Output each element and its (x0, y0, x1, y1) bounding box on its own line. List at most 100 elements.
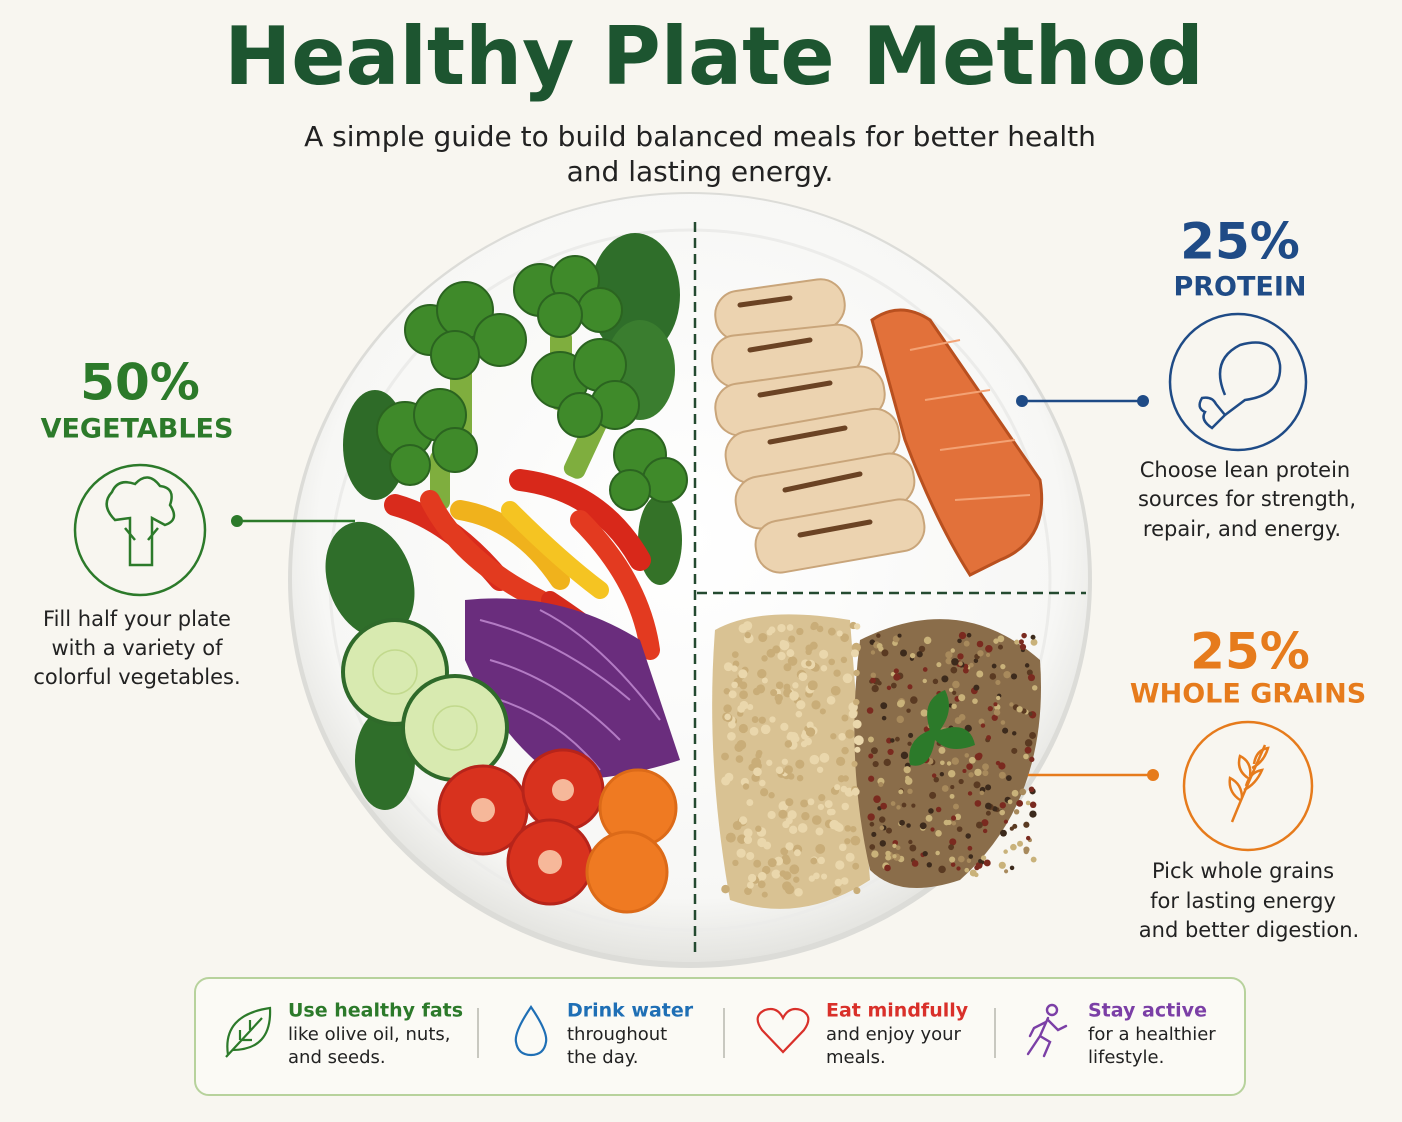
quinoa (987, 706, 993, 712)
grain (780, 722, 789, 731)
quinoa (975, 861, 983, 869)
quinoa (887, 748, 894, 756)
grain (767, 810, 776, 820)
grain (815, 827, 824, 836)
grain (805, 727, 816, 737)
grain (795, 759, 805, 769)
grain (840, 877, 849, 885)
quinoa (951, 703, 957, 710)
tip-title: Eat mindfully (826, 1000, 969, 1022)
quinoa (928, 808, 934, 814)
grain (837, 775, 845, 783)
quinoa (868, 753, 874, 759)
grain (721, 884, 730, 894)
quinoa (1017, 840, 1024, 847)
quinoa (952, 690, 957, 695)
quinoa (975, 821, 983, 829)
quinoa (871, 850, 879, 858)
quinoa (950, 785, 955, 790)
protein-callout: 25% PROTEIN Choose lean protein sources … (1016, 213, 1356, 541)
grain (841, 714, 849, 722)
grain (762, 865, 771, 875)
grain (836, 756, 846, 766)
quinoa (1029, 756, 1035, 762)
quinoa (938, 746, 946, 754)
quinoa (922, 850, 928, 857)
quinoa (973, 781, 981, 789)
grain (751, 716, 759, 723)
grain (783, 663, 792, 672)
grain (828, 658, 836, 666)
quinoa (1030, 856, 1037, 863)
quinoa (951, 757, 959, 765)
quinoa (989, 673, 997, 680)
quinoa (1026, 669, 1033, 676)
quinoa (925, 814, 933, 822)
quinoa (991, 714, 998, 721)
quinoa (1023, 821, 1030, 828)
quinoa (950, 648, 956, 653)
grain (816, 625, 824, 633)
quinoa (931, 773, 937, 778)
quinoa (998, 861, 1006, 869)
grain (746, 851, 755, 861)
grain (840, 633, 849, 643)
grains-food (712, 614, 1041, 909)
quinoa (899, 819, 905, 826)
grain (808, 875, 816, 882)
quinoa (947, 769, 956, 778)
grain (832, 886, 842, 896)
quinoa (951, 821, 957, 826)
grain (842, 673, 853, 684)
quinoa (1029, 732, 1037, 739)
title: Healthy Plate Method (224, 10, 1204, 103)
quinoa (982, 828, 988, 834)
grain (779, 639, 787, 647)
grain (830, 685, 841, 696)
grain (845, 852, 855, 862)
tip-text: like olive oil, nuts, (288, 1024, 450, 1045)
quinoa (981, 819, 989, 827)
quinoa (923, 636, 932, 645)
vegetables-desc: colorful vegetables. (33, 665, 240, 689)
quinoa (885, 850, 891, 857)
grain (768, 626, 776, 634)
quinoa (981, 855, 987, 861)
quinoa (949, 793, 955, 799)
quinoa (982, 769, 989, 777)
grain (844, 838, 851, 845)
grain (834, 784, 841, 791)
quinoa (958, 661, 963, 666)
grain (775, 766, 784, 774)
quinoa (898, 789, 904, 795)
grain (781, 854, 790, 863)
quinoa (911, 860, 919, 867)
quinoa (966, 858, 972, 863)
quinoa (929, 791, 937, 799)
quinoa (976, 752, 983, 759)
grain (738, 669, 748, 679)
grain (749, 726, 759, 736)
grain (841, 802, 849, 811)
grain (850, 835, 861, 846)
protein-food (711, 278, 1044, 577)
quinoa (933, 776, 940, 783)
tip-text: meals. (826, 1047, 886, 1068)
quinoa (870, 650, 876, 655)
grain (757, 880, 766, 889)
quinoa (885, 854, 892, 861)
grain (759, 779, 766, 787)
grain (787, 810, 797, 820)
grain (780, 847, 789, 856)
grain (830, 733, 837, 740)
grain (851, 760, 858, 767)
quinoa (951, 815, 957, 821)
quinoa (879, 816, 886, 823)
quinoa (870, 747, 878, 755)
quinoa (872, 760, 879, 768)
tip-title: Drink water (567, 1000, 694, 1022)
quinoa (935, 806, 942, 813)
quinoa (1005, 775, 1012, 781)
grain (800, 799, 809, 808)
quinoa (983, 859, 991, 867)
